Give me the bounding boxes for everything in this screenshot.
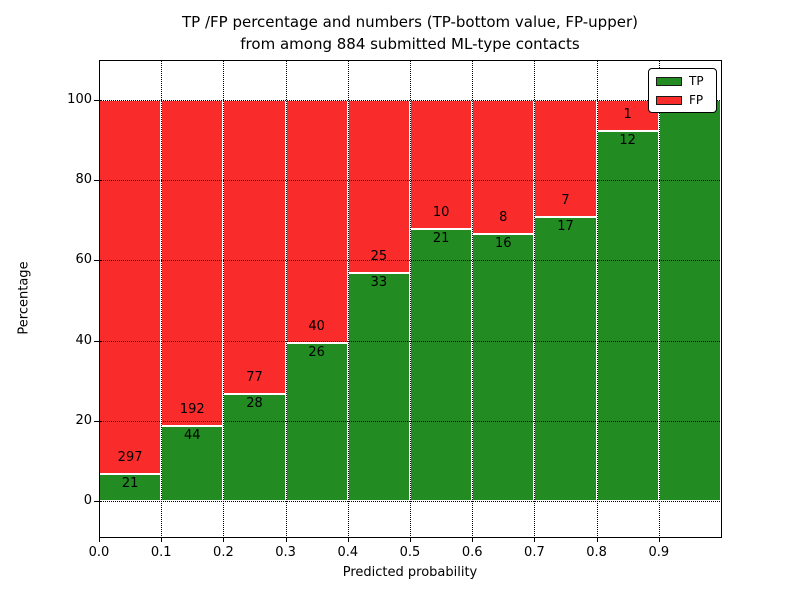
y-tick-label: 100 (67, 92, 92, 108)
y-tick (94, 420, 99, 422)
fp-bar-segment (285, 100, 348, 343)
x-tick-label: 0.4 (337, 545, 359, 560)
fp-count-label: 10 (432, 205, 450, 221)
legend-label: FP (689, 93, 704, 107)
x-tick (99, 537, 100, 542)
tp-bar-segment (410, 229, 473, 501)
x-gridline (223, 61, 225, 536)
x-tick (534, 537, 536, 542)
tp-bar-segment (347, 272, 410, 501)
x-gridline (410, 61, 411, 536)
y-tick (94, 340, 99, 342)
y-tick-label: 40 (75, 332, 92, 348)
tp-bar-segment (658, 100, 721, 501)
x-tick-label: 0.2 (213, 545, 234, 560)
legend-box: TP FP (648, 68, 717, 113)
fp-bar-segment (161, 100, 224, 427)
x-gridline (285, 61, 287, 536)
x-tick-label: 0.1 (150, 545, 172, 560)
y-tick (94, 180, 99, 182)
x-tick (223, 537, 225, 542)
x-gridline (596, 61, 598, 536)
fp-count-label: 297 (117, 450, 143, 466)
x-gridline (161, 61, 163, 536)
y-tick-label: 0 (83, 492, 92, 508)
fp-bar-segment (410, 100, 473, 230)
x-tick-label: 0.3 (275, 545, 296, 560)
legend-swatch (656, 95, 682, 105)
legend-swatch (656, 76, 682, 86)
x-tick-label: 0.6 (461, 545, 483, 560)
x-tick-label: 0.7 (524, 545, 545, 560)
tp-bar-segment (99, 474, 162, 501)
tp-count-label: 21 (121, 476, 139, 492)
x-tick (472, 537, 474, 542)
y-axis-label: Percentage (16, 261, 32, 335)
tp-count-label: 21 (432, 231, 450, 247)
tp-count-label: 33 (370, 274, 388, 290)
x-tick (161, 537, 163, 542)
tp-bar-segment (534, 216, 597, 501)
tp-bar-segment (161, 426, 224, 501)
x-tick (410, 537, 411, 542)
tp-count-label: 26 (308, 345, 325, 361)
x-tick (347, 537, 349, 542)
tp-count-label: 12 (619, 132, 636, 148)
fp-bar-segment (472, 100, 535, 234)
tp-bar-segment (596, 130, 659, 501)
fp-bar-segment (596, 100, 659, 131)
x-gridline (347, 61, 349, 536)
x-gridline (658, 61, 660, 536)
fp-count-label: 77 (246, 370, 263, 386)
fp-count-label: 8 (499, 209, 508, 225)
y-tick (94, 500, 99, 502)
y-tick-label: 80 (75, 172, 92, 188)
legend-row: FP (656, 93, 709, 107)
y-tick (94, 100, 99, 102)
x-axis-label: Predicted probability (342, 565, 478, 580)
legend-label: TP (689, 74, 704, 88)
y-tick (94, 260, 99, 262)
fp-count-label: 40 (308, 319, 325, 335)
chart-title: TP /FP percentage and numbers (TP-bottom… (182, 13, 638, 53)
x-tick-label: 0.0 (88, 545, 110, 560)
tp-bar-segment (472, 233, 535, 501)
tp-bar-segment (285, 343, 348, 501)
y-tick-label: 20 (75, 412, 92, 428)
fp-bar-segment (99, 100, 162, 475)
tp-count-label: 16 (495, 235, 512, 251)
x-gridline (534, 61, 536, 536)
x-tick-label: 0.5 (399, 545, 421, 560)
tp-count-label: 28 (246, 396, 263, 412)
x-tick (658, 537, 660, 542)
y-tick-label: 60 (75, 252, 92, 268)
fp-count-label: 7 (561, 192, 570, 208)
fp-count-label: 1 (623, 106, 632, 122)
x-tick (285, 537, 287, 542)
legend-row: TP (656, 74, 709, 88)
fp-bar-segment (347, 100, 410, 273)
x-gridline (472, 61, 474, 536)
tp-bar-segment (223, 394, 286, 501)
fp-count-label: 192 (179, 402, 205, 418)
x-tick-label: 0.9 (648, 545, 670, 560)
fp-count-label: 25 (370, 248, 388, 264)
fp-bar-segment (534, 100, 597, 217)
x-tick (596, 537, 598, 542)
tp-count-label: 17 (557, 218, 574, 234)
tp-count-label: 44 (184, 428, 201, 444)
fp-bar-segment (223, 100, 286, 395)
x-tick-label: 0.8 (586, 545, 607, 560)
